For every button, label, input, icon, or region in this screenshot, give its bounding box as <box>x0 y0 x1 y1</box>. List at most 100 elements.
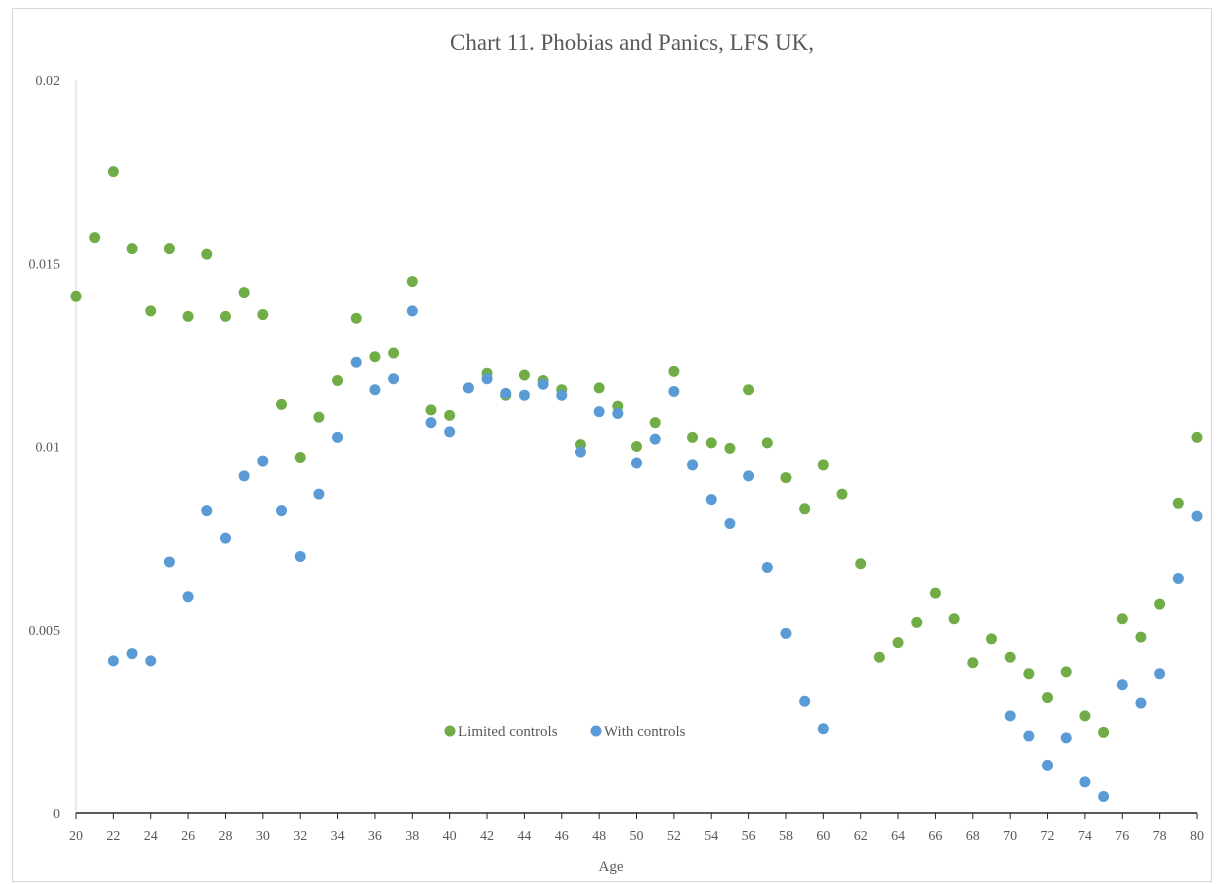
x-tick-label: 36 <box>368 829 382 844</box>
point-limited-controls <box>929 587 941 599</box>
x-tick-label: 38 <box>405 829 419 844</box>
y-tick-label: 0.02 <box>36 74 61 89</box>
x-tick-label: 78 <box>1153 829 1167 844</box>
x-tick-label: 54 <box>704 829 718 844</box>
point-limited-controls <box>201 248 213 260</box>
x-axis-title: Age <box>599 859 624 875</box>
point-limited-controls <box>948 613 960 625</box>
y-tick-label: 0.015 <box>29 257 61 272</box>
x-tick-label: 26 <box>181 829 195 844</box>
point-limited-controls <box>238 287 250 299</box>
point-with-controls <box>1098 791 1110 803</box>
point-with-controls <box>462 382 474 394</box>
point-with-controls <box>1135 697 1147 709</box>
x-tick-label: 44 <box>517 829 531 844</box>
point-with-controls <box>500 387 512 399</box>
point-limited-controls <box>276 398 288 410</box>
x-tick-label: 28 <box>218 829 232 844</box>
x-tick-label: 50 <box>630 829 644 844</box>
point-limited-controls <box>163 243 175 255</box>
y-tick-label: 0.01 <box>36 441 61 456</box>
point-with-controls <box>388 373 400 385</box>
point-limited-controls <box>182 310 194 322</box>
x-tick-label: 58 <box>779 829 793 844</box>
point-limited-controls <box>257 309 269 321</box>
x-tick-label: 34 <box>331 829 345 844</box>
x-tick-label: 72 <box>1041 829 1055 844</box>
point-with-controls <box>705 494 717 506</box>
point-limited-controls <box>89 232 101 244</box>
x-tick-label: 68 <box>966 829 980 844</box>
legend-marker <box>444 725 456 737</box>
point-limited-controls <box>145 305 157 317</box>
point-with-controls <box>163 556 175 568</box>
point-limited-controls <box>369 351 381 363</box>
point-with-controls <box>182 591 194 603</box>
x-tick-label: 48 <box>592 829 606 844</box>
point-limited-controls <box>593 382 605 394</box>
x-tick-label: 24 <box>144 829 158 844</box>
point-with-controls <box>313 488 325 500</box>
point-with-controls <box>743 470 755 482</box>
legend-label: With controls <box>604 724 686 740</box>
point-with-controls <box>724 517 736 529</box>
legend-label: Limited controls <box>458 724 558 740</box>
point-with-controls <box>481 373 493 385</box>
point-limited-controls <box>649 417 661 429</box>
point-limited-controls <box>724 442 736 454</box>
point-limited-controls <box>313 411 325 423</box>
point-limited-controls <box>1154 598 1166 610</box>
x-tick-label: 62 <box>854 829 868 844</box>
point-limited-controls <box>855 558 867 570</box>
x-axis: 20 22 24 26 28 30 32 34 36 38 40 42 44 46 48 50 52 54 56 58… <box>69 812 1204 844</box>
data-points <box>70 166 1203 803</box>
point-with-controls <box>537 378 549 390</box>
point-with-controls <box>612 408 624 420</box>
x-tick-label: 60 <box>816 829 830 844</box>
point-with-controls <box>761 561 773 573</box>
point-limited-controls <box>444 409 456 421</box>
x-tick-label: 76 <box>1115 829 1129 844</box>
point-limited-controls <box>836 488 848 500</box>
point-with-controls <box>1004 710 1016 722</box>
point-with-controls <box>369 384 381 396</box>
point-limited-controls <box>967 657 979 669</box>
point-with-controls <box>219 532 231 544</box>
point-with-controls <box>780 627 792 639</box>
point-with-controls <box>238 470 250 482</box>
legend-marker <box>590 725 602 737</box>
point-with-controls <box>668 386 680 398</box>
point-with-controls <box>276 505 288 517</box>
point-limited-controls <box>687 431 699 443</box>
point-limited-controls <box>1023 668 1035 680</box>
point-limited-controls <box>350 312 362 324</box>
point-with-controls <box>574 446 586 458</box>
x-tick-label: 70 <box>1003 829 1017 844</box>
x-tick-label: 74 <box>1078 829 1092 844</box>
point-limited-controls <box>1135 631 1147 643</box>
point-limited-controls <box>107 166 119 178</box>
x-tick-label: 40 <box>443 829 457 844</box>
point-with-controls <box>1079 776 1091 788</box>
point-limited-controls <box>1004 651 1016 663</box>
point-limited-controls <box>1060 666 1072 678</box>
point-with-controls <box>687 459 699 471</box>
x-tick-label: 46 <box>555 829 569 844</box>
point-with-controls <box>444 426 456 438</box>
point-limited-controls <box>126 243 138 255</box>
point-with-controls <box>1116 679 1128 691</box>
point-limited-controls <box>873 651 885 663</box>
point-limited-controls <box>294 451 306 463</box>
x-tick-label: 80 <box>1190 829 1204 844</box>
point-limited-controls <box>1172 497 1184 509</box>
x-tick-label: 30 <box>256 829 270 844</box>
point-limited-controls <box>817 459 829 471</box>
point-with-controls <box>649 433 661 445</box>
point-limited-controls <box>1079 710 1091 722</box>
point-with-controls <box>556 389 568 401</box>
point-with-controls <box>425 417 437 429</box>
point-with-controls <box>1023 730 1035 742</box>
point-with-controls <box>1172 572 1184 584</box>
point-limited-controls <box>518 369 530 381</box>
